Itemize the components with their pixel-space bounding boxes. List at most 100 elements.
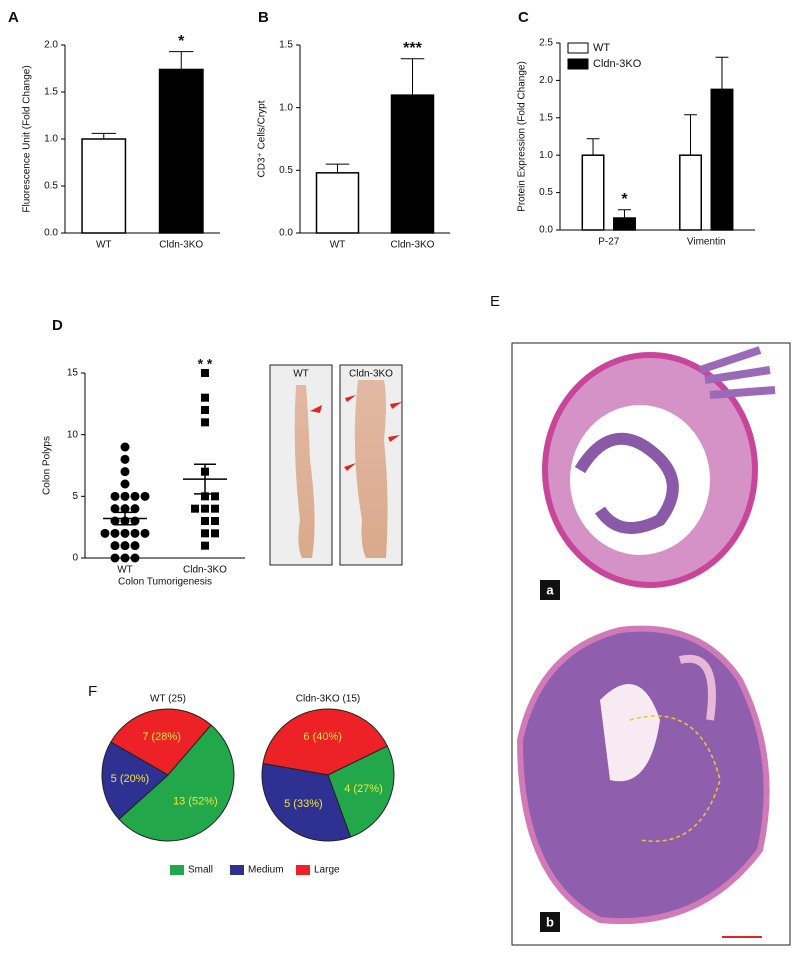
y-tick-label: 0.5 <box>539 187 553 198</box>
error-bar <box>91 132 116 139</box>
dot <box>120 467 130 477</box>
slice-label: 5 (20%) <box>111 773 150 785</box>
error-bar <box>715 56 729 90</box>
bar <box>613 217 636 231</box>
y-tick-label: 1.0 <box>44 134 58 145</box>
dot <box>140 528 150 538</box>
error-bar <box>400 58 425 96</box>
dot <box>120 541 130 551</box>
y-tick-label: 1.5 <box>44 87 58 98</box>
y-tick-label: 1.5 <box>539 112 553 123</box>
y-tick-label: 5 <box>72 491 78 502</box>
dot <box>110 528 120 538</box>
dot <box>130 528 140 538</box>
dot <box>120 491 130 501</box>
y-tick-label: 0.5 <box>279 165 293 176</box>
significance: * <box>178 33 185 50</box>
y-tick-label: 2.0 <box>44 40 58 51</box>
y-tick-label: 0.0 <box>44 228 58 239</box>
x-tick-label: Cldn-3KO <box>391 240 435 251</box>
y-tick-label: 15 <box>67 368 79 379</box>
bar <box>581 154 605 231</box>
panel-label: B <box>258 9 269 26</box>
legend-label: Cldn-3KO <box>593 58 642 70</box>
significance: * * <box>198 356 213 372</box>
x-tick-label: WT <box>330 240 346 251</box>
dot <box>201 418 209 427</box>
panel-label: D <box>52 317 63 334</box>
slice-label: 7 (28%) <box>142 731 181 743</box>
y-axis-label: Fluorescence Unit (Fold Change) <box>22 65 33 212</box>
dot <box>191 504 199 513</box>
dot <box>110 541 120 551</box>
x-tick-label: WT <box>96 240 112 251</box>
error-bar <box>325 163 350 173</box>
dot <box>110 553 120 563</box>
x-tick-label: P-27 <box>598 237 620 248</box>
dot <box>140 491 150 501</box>
dot <box>120 479 130 489</box>
dot <box>201 406 209 414</box>
colon-photo <box>354 380 388 558</box>
pie-slice <box>101 741 169 820</box>
mean-sem <box>103 511 147 526</box>
dot <box>211 517 219 525</box>
panel-label: C <box>518 9 529 26</box>
slice-label: 13 (52%) <box>173 796 218 808</box>
dot <box>130 504 140 514</box>
legend-label: Large <box>314 865 340 876</box>
error-bar <box>618 209 631 219</box>
dot <box>201 492 209 501</box>
arrowheads <box>310 395 402 471</box>
x-tick-label: WT <box>117 565 133 576</box>
x-tick-label: Cldn-3KO <box>183 565 227 576</box>
x-axis-label: Colon Tumorigenesis <box>118 577 212 588</box>
y-tick-label: 0 <box>72 553 78 564</box>
slice-label: 5 (33%) <box>284 798 323 810</box>
dot <box>120 553 130 563</box>
pie-slice <box>118 724 235 842</box>
histology-a <box>542 346 776 588</box>
significance: *** <box>403 40 422 57</box>
photo-label: WT <box>293 369 309 380</box>
legend-swatch <box>296 865 310 875</box>
dot <box>120 442 130 452</box>
bar <box>679 154 702 231</box>
dot <box>110 491 120 501</box>
slice-label: 6 (40%) <box>303 731 342 743</box>
scale-bar <box>722 936 762 938</box>
legend-label: Small <box>188 865 213 876</box>
panel-label: E <box>490 293 500 310</box>
dot <box>100 528 110 538</box>
label-box <box>540 580 560 600</box>
colon-photo <box>294 385 315 558</box>
pie-slice <box>110 708 212 776</box>
significance: * <box>621 191 628 208</box>
bar <box>81 138 127 234</box>
error-bar <box>169 51 194 70</box>
dot <box>211 492 219 501</box>
y-tick-label: 1.0 <box>279 102 293 113</box>
dot <box>201 393 209 402</box>
pie-slice <box>261 762 352 842</box>
label-box <box>540 912 560 932</box>
panel-label: A <box>8 9 19 26</box>
bar <box>315 172 360 234</box>
dot <box>211 504 219 513</box>
dot <box>201 504 209 513</box>
legend-label: WT <box>593 42 610 54</box>
x-tick-label: Vimentin <box>687 237 726 248</box>
dot <box>201 529 209 538</box>
pie-slice <box>327 745 395 838</box>
legend-swatch <box>567 42 589 54</box>
slice-label: 4 (27%) <box>344 783 383 795</box>
y-tick-label: 0.0 <box>539 225 553 236</box>
x-tick-label: Cldn-3KO <box>159 240 203 251</box>
bar <box>710 88 734 231</box>
legend-swatch <box>230 865 244 875</box>
dot <box>130 553 140 563</box>
mean-sem <box>183 463 227 495</box>
pie-slice <box>262 708 388 776</box>
dot <box>120 504 130 514</box>
